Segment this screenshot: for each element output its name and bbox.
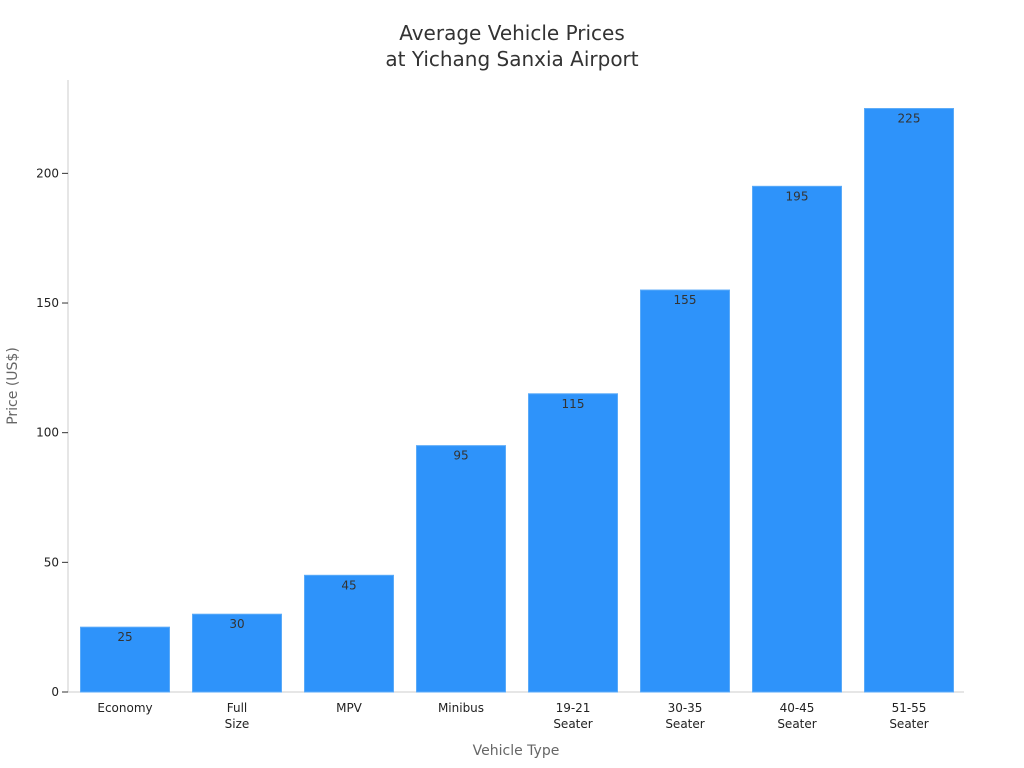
bars (80, 108, 954, 693)
x-tick-label: Seater (777, 717, 816, 731)
bar-value-label: 195 (786, 189, 809, 203)
x-tick-label: Economy (97, 701, 152, 715)
x-tick-label: 40-45 (780, 701, 815, 715)
bar-value-label: 30 (229, 617, 244, 631)
bar (192, 613, 282, 693)
bar-value-label: 25 (117, 630, 132, 644)
y-tick-label: 0 (51, 685, 59, 699)
bar (528, 393, 618, 693)
x-tick-label: Full (227, 701, 248, 715)
bar (864, 108, 954, 693)
y-axis-title: Price (US$) (5, 347, 21, 425)
bar (640, 289, 730, 693)
x-tick-label: MPV (336, 701, 363, 715)
y-tick-label: 200 (36, 166, 59, 180)
bar-value-label: 115 (562, 397, 585, 411)
x-axis-title: Vehicle Type (473, 743, 560, 759)
x-tick-labels: Economy Full Size MPV Minibus 19-21 Seater 30-3… (97, 701, 928, 731)
bar-value-label: 155 (674, 293, 697, 307)
bar-value-label: 225 (898, 112, 921, 126)
y-tick-label: 150 (36, 296, 59, 310)
bar (304, 574, 394, 693)
bar-value-label: 95 (453, 449, 468, 463)
x-tick-label: Seater (665, 717, 704, 731)
chart-title-line: Average Vehicle Prices (399, 21, 625, 45)
x-tick-label: 19-21 (556, 701, 591, 715)
x-tick-label: Minibus (438, 701, 484, 715)
x-tick-label: Seater (889, 717, 928, 731)
x-tick-label: 51-55 (892, 701, 927, 715)
bar (416, 445, 506, 693)
x-tick-label: Seater (553, 717, 592, 731)
bar (752, 185, 842, 693)
chart-title-line: at Yichang Sanxia Airport (385, 47, 638, 71)
bar-value-labels: 25 30 45 95 115 155 195 225 (117, 112, 920, 645)
bar-value-label: 45 (341, 578, 356, 592)
y-tick-label: 100 (36, 426, 59, 440)
y-tick-label: 50 (44, 555, 59, 569)
x-tick-label: 30-35 (668, 701, 703, 715)
x-tick-label: Size (225, 717, 250, 731)
bar (80, 626, 170, 693)
y-tick-labels: 0 50 100 150 200 (36, 166, 68, 699)
